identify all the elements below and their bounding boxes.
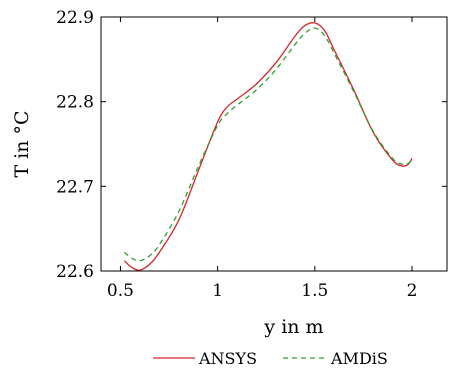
y-tick-label: 22.7	[56, 177, 94, 197]
x-axis-label: y in m	[263, 316, 323, 338]
x-tick-label: 1.5	[301, 281, 328, 301]
tick-labels: 0.5 1 1.5 2 22.6 22.7 22.8 22.9	[56, 8, 417, 301]
series-line-ansys	[123, 22, 413, 271]
x-tick-label: 1	[212, 281, 223, 301]
tick-marks	[101, 16, 447, 272]
plot-frame	[100, 16, 448, 272]
legend-label-amdis: AMDiS	[330, 349, 388, 368]
series-line-amdis	[123, 27, 413, 262]
y-tick-label: 22.6	[56, 262, 94, 282]
y-tick-label: 22.9	[56, 8, 94, 28]
x-tick-label: 2	[407, 281, 418, 301]
legend: ANSYS AMDiS	[153, 349, 388, 368]
y-axis-label: T in °C	[11, 110, 33, 177]
series-lines	[123, 22, 413, 271]
legend-label-ansys: ANSYS	[198, 349, 257, 368]
x-tick-label: 0.5	[107, 281, 134, 301]
y-tick-label: 22.8	[56, 93, 94, 113]
